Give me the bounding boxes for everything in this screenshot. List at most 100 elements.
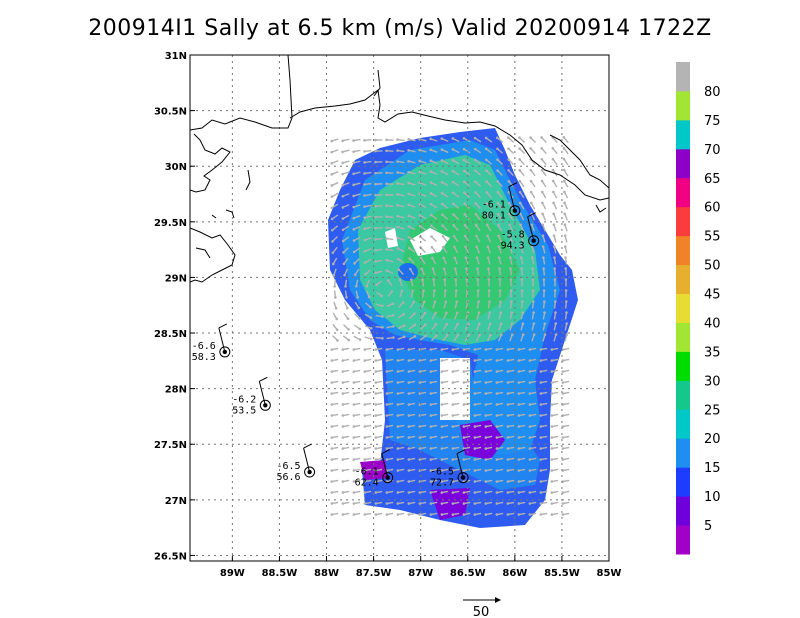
wind-vector-head <box>374 237 377 241</box>
reference-vector: 50 <box>463 597 501 618</box>
wind-vector-head <box>363 370 367 373</box>
wind-vector-head <box>429 202 433 206</box>
wind-vector-head <box>456 322 459 326</box>
wind-vector-head <box>539 458 543 461</box>
wind-vector-head <box>445 311 448 315</box>
wind-vector-head <box>530 201 533 205</box>
wind-vector-head <box>330 228 334 232</box>
station-s3: -6.658.3 <box>192 323 231 363</box>
colorbar-swatch <box>676 496 690 526</box>
wind-vector-head <box>330 447 334 450</box>
wind-vector-head <box>454 289 458 292</box>
wind-vector-head <box>445 322 449 326</box>
wind-vector-head <box>484 425 488 428</box>
wind-vector-head <box>363 359 367 362</box>
wind-vector-head <box>341 403 345 406</box>
station-temperature: -6.1 <box>482 200 506 211</box>
wind-vector-head <box>396 257 400 261</box>
wind-vector-head <box>506 403 510 406</box>
lon-tick-label: 88W <box>314 568 339 579</box>
wind-vector-head <box>495 403 499 406</box>
wind-vector-head <box>462 180 466 184</box>
wind-vector-head <box>363 425 367 428</box>
wind-vector-head <box>422 289 425 292</box>
wind-vector-head <box>374 226 377 230</box>
wind-vector-head <box>462 458 466 461</box>
wind-vector-head <box>385 171 388 175</box>
wind-vector-head <box>341 139 344 143</box>
wind-vector-head <box>541 245 545 248</box>
wind-vector-head <box>531 278 535 281</box>
wind-vector-head <box>462 425 466 428</box>
wind-vector-head <box>521 333 525 337</box>
latitude-ticks: 31N 30.5N 30N 29.5N 29N 28.5N 28N 27.5N 27N 26.5N <box>154 51 187 562</box>
wind-vector-head <box>517 491 521 494</box>
wind-vector-head <box>509 278 513 281</box>
wind-vector-head <box>550 359 554 362</box>
wind-vector-head <box>396 149 399 152</box>
wind-vector-head <box>374 204 377 208</box>
wind-vector-head <box>402 312 406 316</box>
wind-vector-head <box>508 212 511 216</box>
wind-vector-head <box>462 392 466 395</box>
wind-vector-head <box>506 425 510 428</box>
wind-vector-head <box>550 392 554 395</box>
wind-vector-head <box>484 348 488 351</box>
wind-vector-head <box>484 403 488 406</box>
wind-vector-head <box>563 201 566 205</box>
wind-vector-head <box>396 491 400 494</box>
wind-vector-head <box>528 469 532 472</box>
wind-vector-head <box>551 157 555 161</box>
colorbar-swatch <box>676 409 690 439</box>
station-value: 53.5 <box>232 405 256 416</box>
wind-vector-head <box>530 223 533 227</box>
wind-vector-head <box>440 425 444 428</box>
wind-vector-head <box>407 348 411 351</box>
station-ring <box>528 235 540 247</box>
wind-vector-head <box>374 348 378 351</box>
wind-vector-head <box>433 300 437 304</box>
colorbar-swatch <box>676 148 690 179</box>
wind-vector-head <box>528 458 532 461</box>
station-ring <box>219 346 231 358</box>
wind-vector-head <box>407 225 411 228</box>
wind-vector-head <box>484 513 488 516</box>
wind-vector-head <box>396 414 400 417</box>
wind-vector-head <box>431 267 435 271</box>
wind-vector-head <box>451 191 455 195</box>
wind-vector-head <box>487 267 490 270</box>
wind-vector-head <box>363 227 366 231</box>
wind-vector-head <box>330 161 334 165</box>
wind-vector-head <box>407 392 411 395</box>
wind-vector-head <box>484 436 488 439</box>
wind-vector-head <box>452 202 455 206</box>
wind-vector-head <box>484 359 488 362</box>
wind-vector-head <box>408 257 411 260</box>
wind-vector-head <box>451 502 455 505</box>
wind-vector-head <box>562 168 566 172</box>
wind-vector-head <box>455 311 459 315</box>
wind-vector-head <box>518 136 521 139</box>
wind-vector-head <box>374 392 378 395</box>
wind-vector-head <box>451 414 455 417</box>
wind-vector-head <box>506 469 510 472</box>
colorbar-label: 80 <box>704 85 721 100</box>
wind-vector-head <box>539 403 543 406</box>
wind-vector-head <box>485 180 488 183</box>
wind-vector-head <box>363 150 366 153</box>
station-temperature: -6.5 <box>276 461 300 472</box>
wind-vector-head <box>562 157 566 161</box>
colorbar-label: 70 <box>704 143 721 158</box>
wind-vector-head <box>532 333 536 336</box>
wind-vector-head <box>440 403 444 406</box>
wind-vector-head <box>385 226 388 229</box>
wind-vector-head <box>429 469 433 472</box>
wind-vector-head <box>398 278 402 282</box>
wind-vector-head <box>565 311 568 314</box>
wind-vector-head <box>508 245 512 248</box>
wind-vector-head <box>519 223 522 227</box>
wind-barb <box>527 216 535 241</box>
wind-vector-head <box>553 256 556 259</box>
wind-vector-head <box>365 284 369 288</box>
wind-vector-head <box>396 469 400 472</box>
